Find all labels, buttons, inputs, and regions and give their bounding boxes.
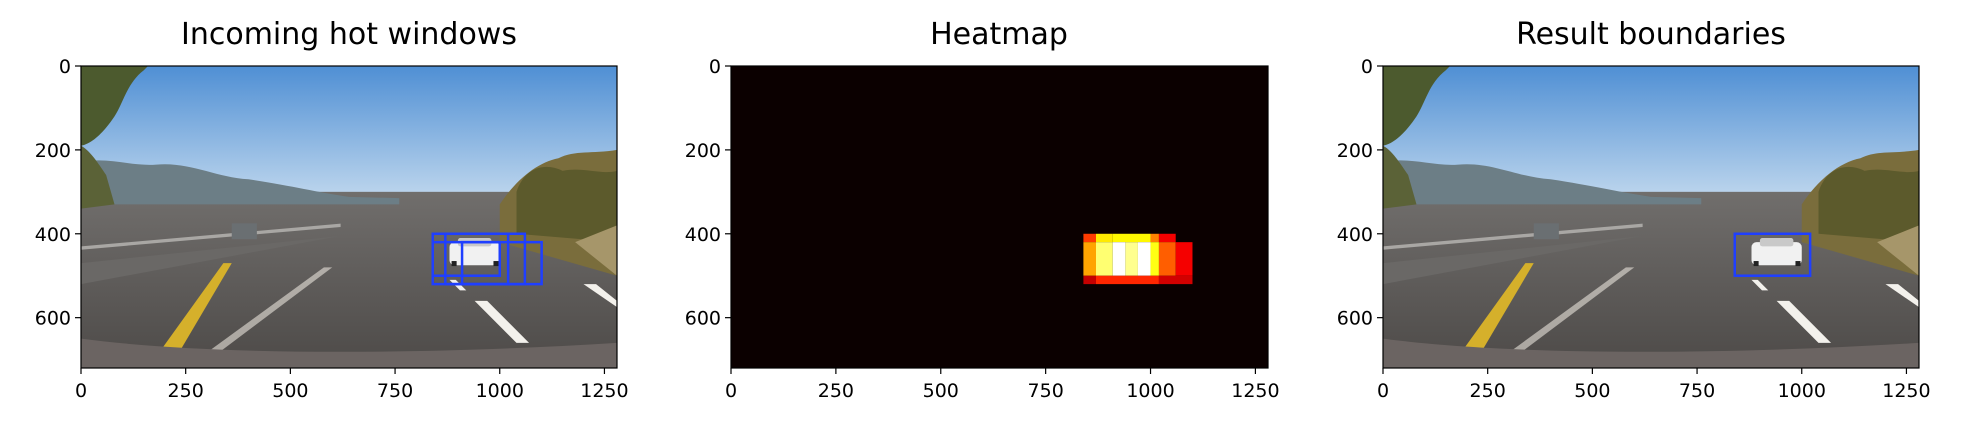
panel-title: Result boundaries <box>1516 17 1786 52</box>
heatmap-cell <box>1158 275 1193 285</box>
x-tick-label: 1250 <box>1231 380 1279 402</box>
road-scene-image <box>81 66 617 368</box>
axes-frame <box>80 65 618 369</box>
axis-ticks: 0 250 500 750 1000 1250 0 200 400 600 <box>35 56 629 402</box>
panel-heatmap: 0 250 500 750 1000 1250 0 200 400 600 Heatmap <box>685 17 1280 402</box>
y-tick-label: 0 <box>1361 56 1373 78</box>
x-tick-label: 0 <box>725 380 737 402</box>
axis-ticks: 0 250 500 750 1000 1250 0 200 400 600 <box>685 56 1280 402</box>
axis-ticks: 0 250 500 750 1000 1250 0 200 400 600 <box>1337 56 1931 402</box>
result-boxes-overlay <box>1733 232 1812 277</box>
x-tick-label: 500 <box>1574 380 1610 402</box>
panel-result-boundaries: 0 250 500 750 1000 1250 0 200 400 600 Result boun… <box>1337 17 1931 402</box>
heatmap-cell <box>1083 275 1096 285</box>
y-tick-label: 600 <box>685 308 721 330</box>
y-tick-label: 200 <box>685 140 721 162</box>
x-tick-label: 750 <box>1028 380 1064 402</box>
y-tick-label: 400 <box>1337 224 1373 246</box>
y-tick-label: 0 <box>709 56 721 78</box>
heatmap-cell <box>1158 233 1176 243</box>
panel-title: Heatmap <box>930 17 1068 52</box>
heatmap-cell <box>1095 233 1113 243</box>
x-tick-label: 1000 <box>1778 380 1826 402</box>
x-tick-label: 1000 <box>1126 380 1174 402</box>
bounding-box <box>431 240 501 277</box>
heatmap-background <box>731 66 1268 368</box>
bounding-box <box>1733 232 1812 277</box>
heatmap-cell <box>1095 275 1159 285</box>
y-tick-label: 600 <box>35 308 71 330</box>
heatmap-cell <box>1095 242 1113 276</box>
bounding-box <box>460 240 543 286</box>
x-tick-label: 500 <box>272 380 308 402</box>
heatmap-cell <box>1150 233 1159 243</box>
x-tick-label: 750 <box>1679 380 1715 402</box>
heatmap-cells <box>1083 233 1193 285</box>
x-tick-label: 1250 <box>580 380 628 402</box>
x-tick-label: 500 <box>923 380 959 402</box>
axes-frame <box>730 65 1269 369</box>
heatmap-cell <box>1112 242 1126 276</box>
y-tick-label: 0 <box>59 56 71 78</box>
x-tick-label: 0 <box>75 380 87 402</box>
axes-frame <box>1382 65 1920 369</box>
heatmap-cell <box>1158 242 1176 276</box>
x-tick-label: 1250 <box>1882 380 1930 402</box>
x-tick-label: 750 <box>377 380 413 402</box>
road-scene-image <box>1383 66 1919 368</box>
hot-windows-overlay <box>431 232 543 286</box>
y-tick-label: 600 <box>1337 308 1373 330</box>
panel-incoming-hot-windows: 0 250 500 750 1000 1250 0 200 400 600 Incoming ho… <box>35 17 629 402</box>
heatmap-cell <box>1112 233 1151 243</box>
x-tick-label: 0 <box>1377 380 1389 402</box>
x-tick-label: 250 <box>168 380 204 402</box>
heatmap-cell <box>1137 242 1151 276</box>
x-tick-label: 1000 <box>476 380 524 402</box>
heatmap-cell <box>1125 242 1138 276</box>
heatmap-cell <box>1083 233 1096 243</box>
y-tick-label: 200 <box>35 140 71 162</box>
heatmap-cell <box>1175 242 1193 276</box>
y-tick-label: 400 <box>685 224 721 246</box>
heatmap-cell <box>1083 242 1096 276</box>
x-tick-label: 250 <box>1470 380 1506 402</box>
heatmap-cell <box>1150 242 1159 276</box>
y-tick-label: 400 <box>35 224 71 246</box>
x-tick-label: 250 <box>818 380 854 402</box>
y-tick-label: 200 <box>1337 140 1373 162</box>
panel-title: Incoming hot windows <box>181 17 517 52</box>
